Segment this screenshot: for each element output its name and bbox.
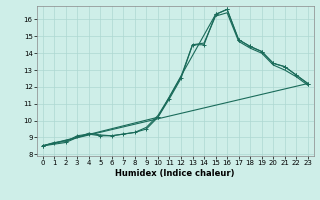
X-axis label: Humidex (Indice chaleur): Humidex (Indice chaleur) <box>116 169 235 178</box>
